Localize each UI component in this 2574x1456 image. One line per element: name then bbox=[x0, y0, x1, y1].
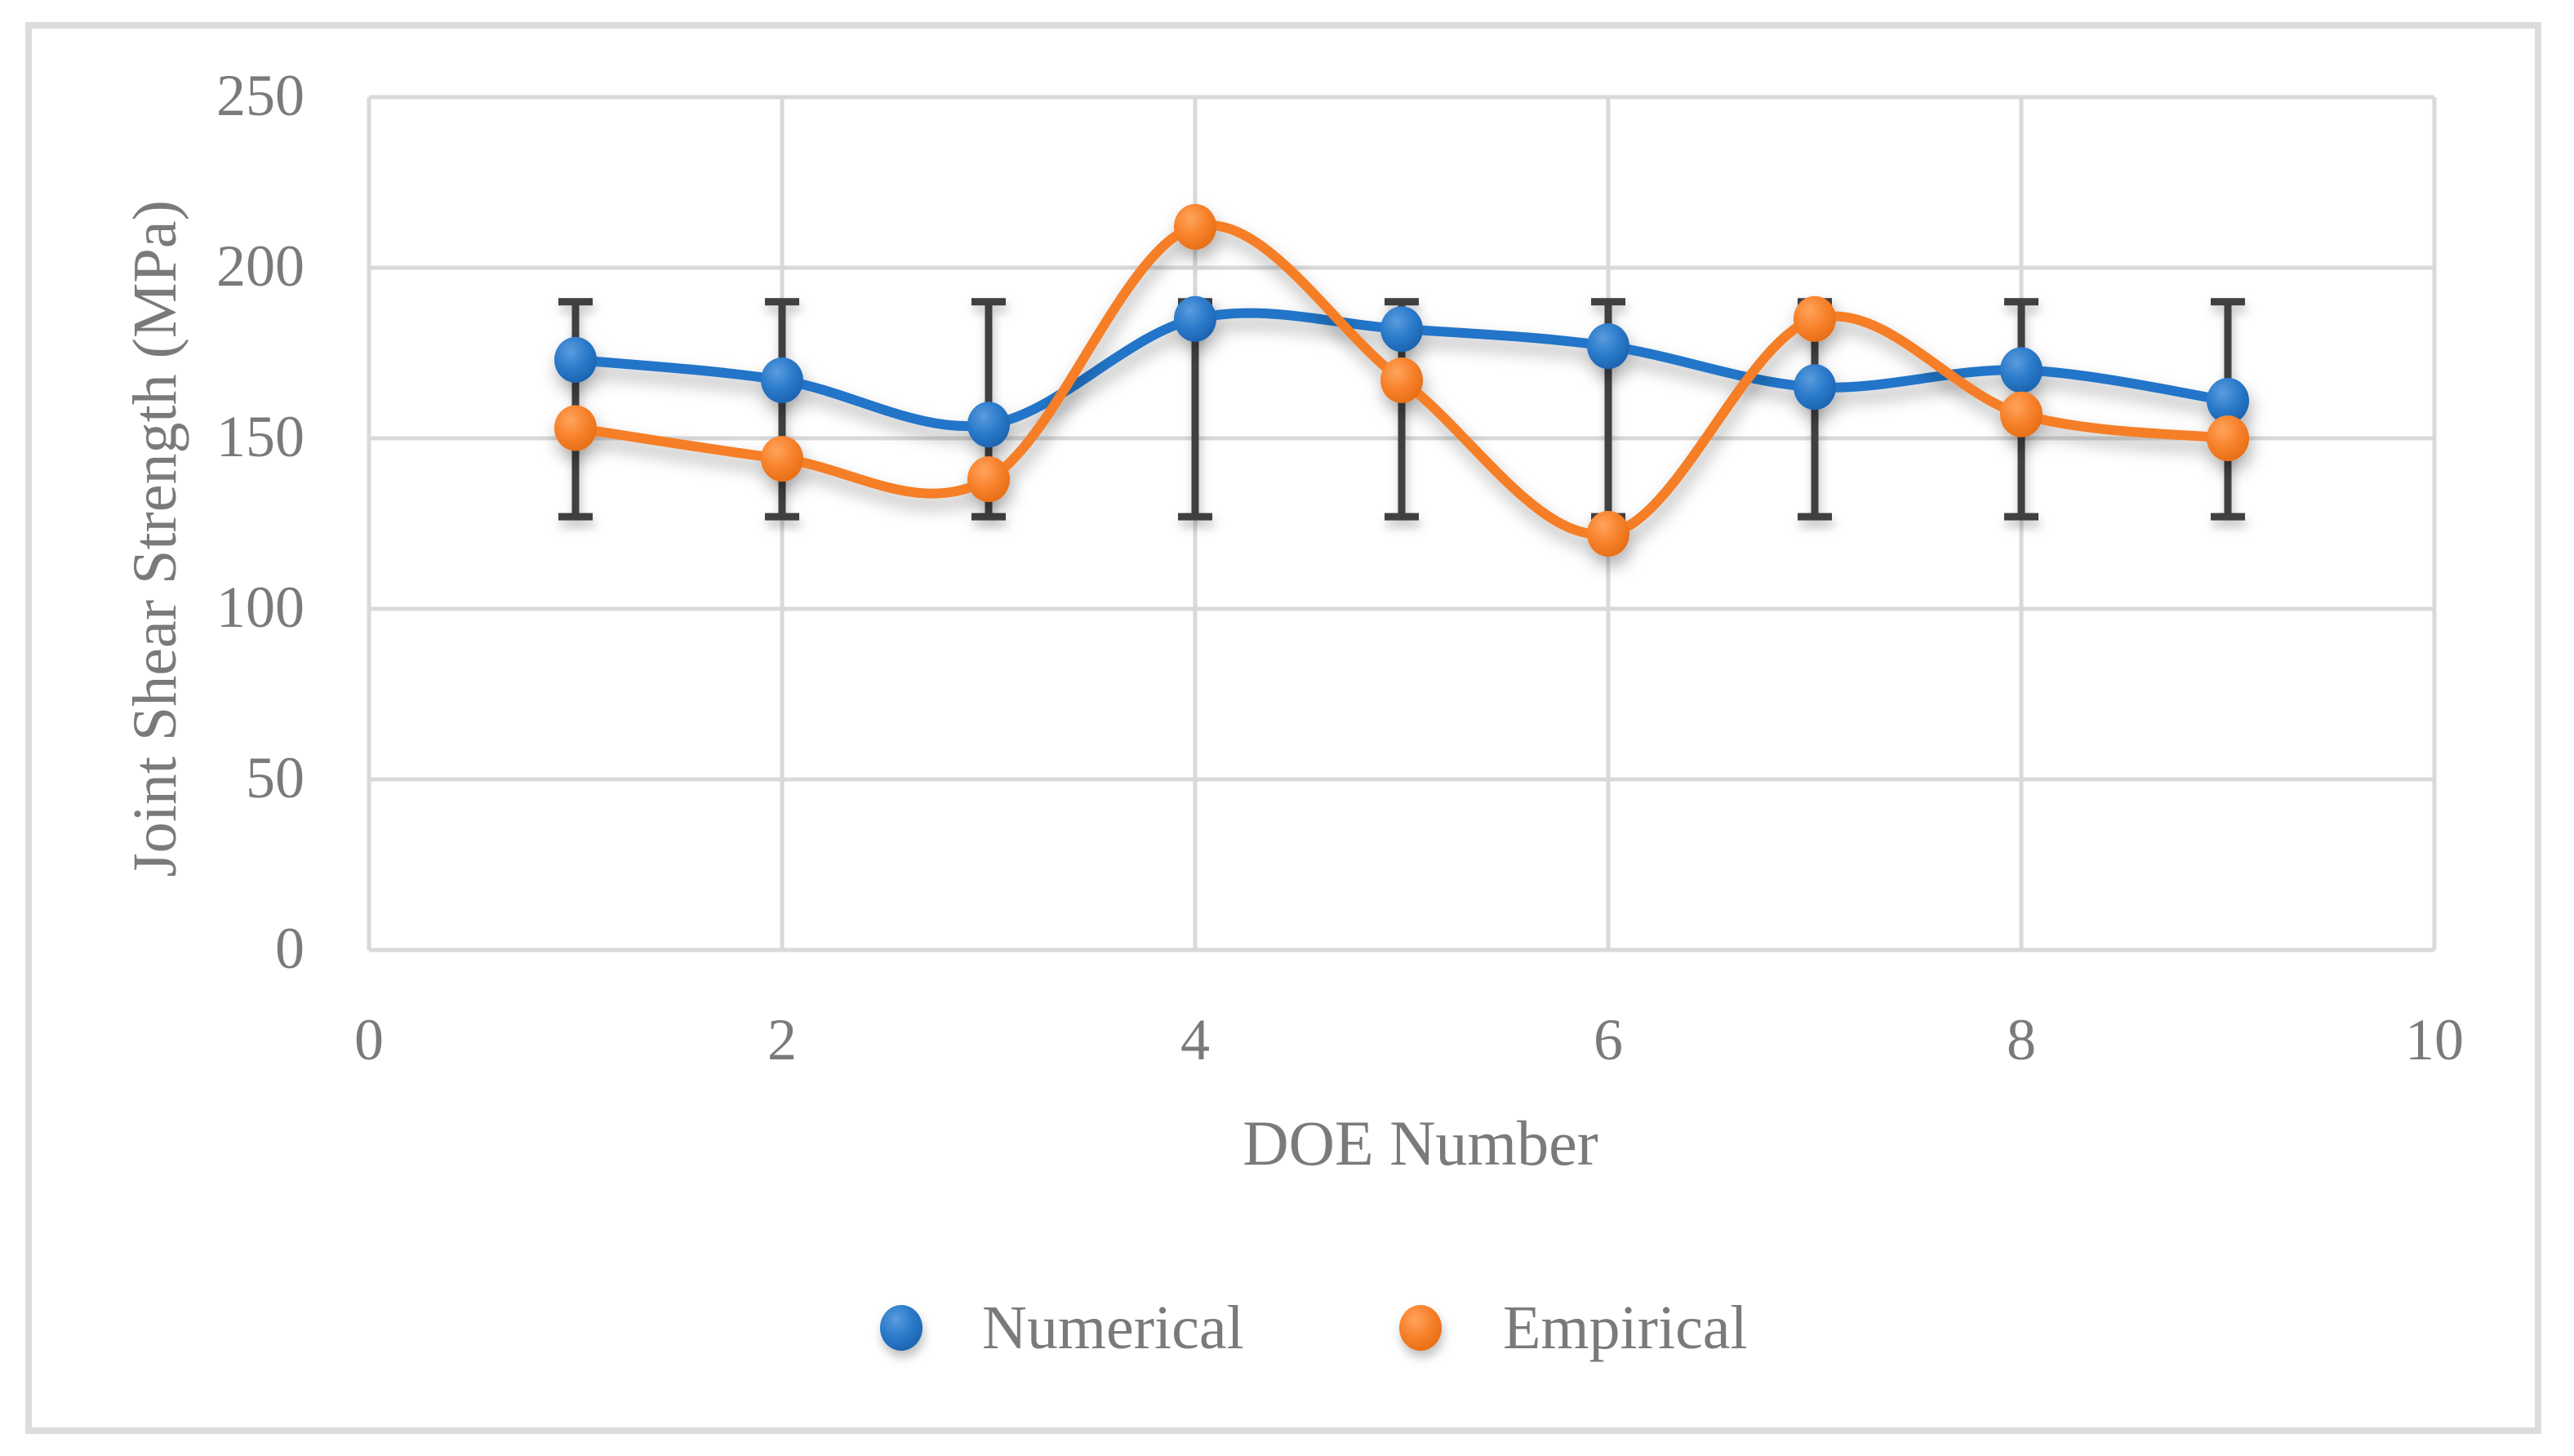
y-tick-label-200: 200 bbox=[216, 233, 305, 299]
x-tick-label-10: 10 bbox=[2405, 1007, 2464, 1072]
y-tick-label-0: 0 bbox=[275, 916, 305, 981]
x-tick-label-0: 0 bbox=[354, 1007, 384, 1072]
series-numerical bbox=[554, 295, 2249, 448]
data-point-numerical-x3 bbox=[967, 402, 1010, 448]
data-point-empirical-x1 bbox=[554, 405, 597, 451]
y-tick-label-150: 150 bbox=[216, 404, 305, 469]
data-point-numerical-x9 bbox=[2207, 378, 2249, 424]
legend-label-numerical: Numerical bbox=[982, 1294, 1244, 1362]
gridlines bbox=[367, 95, 2437, 952]
data-point-empirical-x3 bbox=[967, 456, 1010, 503]
y-tick-label-250: 250 bbox=[216, 63, 305, 128]
legend: Numerical Empirical bbox=[834, 1294, 1748, 1362]
data-point-empirical-x4 bbox=[1174, 203, 1216, 250]
x-tick-label-8: 8 bbox=[2007, 1007, 2036, 1072]
data-point-numerical-x2 bbox=[761, 357, 803, 403]
data-point-numerical-x7 bbox=[1794, 364, 1836, 411]
data-point-empirical-x7 bbox=[1794, 295, 1836, 342]
legend-item-empirical: Empirical bbox=[1352, 1294, 1748, 1362]
y-tick-label-100: 100 bbox=[216, 575, 305, 640]
legend-marker-numerical bbox=[880, 1305, 922, 1351]
legend-label-empirical: Empirical bbox=[1503, 1294, 1748, 1362]
y-tick-label-50: 50 bbox=[246, 745, 305, 810]
legend-marker-empirical bbox=[1399, 1305, 1442, 1351]
data-point-numerical-x8 bbox=[2000, 347, 2043, 393]
data-point-empirical-x2 bbox=[761, 436, 803, 482]
x-tick-label-2: 2 bbox=[767, 1007, 797, 1072]
plot-series bbox=[554, 203, 2249, 557]
data-point-empirical-x8 bbox=[2000, 391, 2043, 437]
x-tick-label-4: 4 bbox=[1180, 1007, 1210, 1072]
data-point-numerical-x5 bbox=[1380, 306, 1423, 353]
data-point-numerical-x6 bbox=[1587, 323, 1629, 370]
series-empirical bbox=[554, 203, 2249, 557]
x-axis-title: DOE Number bbox=[1243, 1108, 1598, 1179]
error-bar-x2 bbox=[765, 298, 799, 521]
data-point-numerical-x1 bbox=[554, 336, 597, 383]
legend-item-numerical: Numerical bbox=[834, 1294, 1244, 1362]
data-point-empirical-x9 bbox=[2207, 415, 2249, 461]
data-point-empirical-x5 bbox=[1380, 357, 1423, 403]
figure-border bbox=[25, 22, 2541, 1434]
data-point-numerical-x4 bbox=[1174, 295, 1216, 342]
data-point-empirical-x6 bbox=[1587, 511, 1629, 557]
axis-tick-labels: 0 50 100 150 200 250 0 2 4 6 8 10 bbox=[216, 63, 2464, 1072]
x-tick-label-6: 6 bbox=[1594, 1007, 1623, 1072]
y-axis-title: Joint Shear Strength (MPa) bbox=[121, 200, 189, 877]
